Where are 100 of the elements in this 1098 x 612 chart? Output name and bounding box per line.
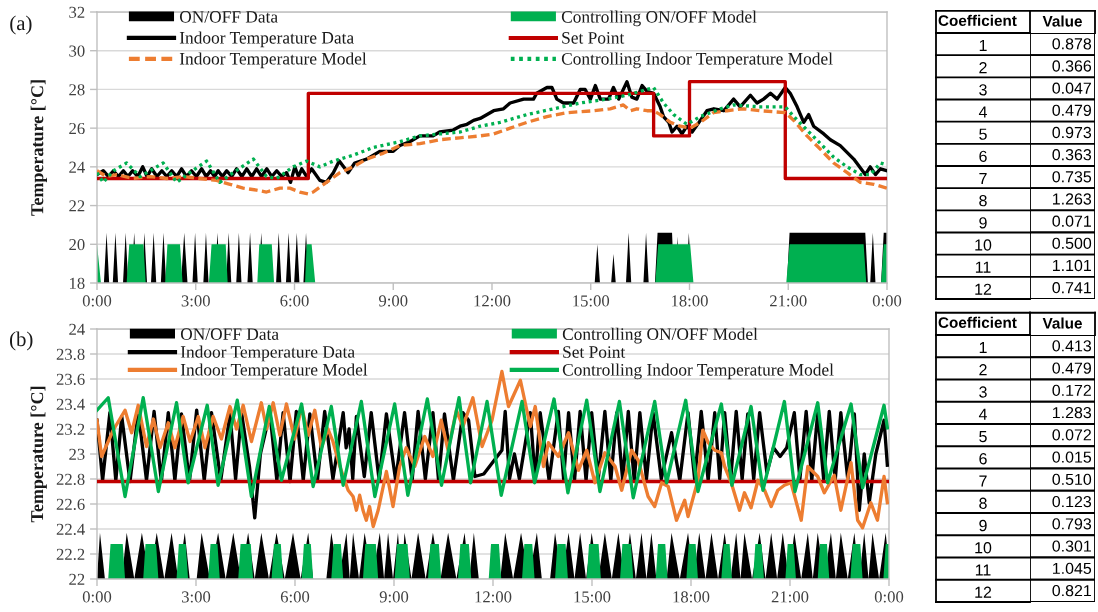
y-tick-label: 4 [978, 106, 987, 118]
y-tick-label: 22 [69, 573, 85, 585]
chart-title: (b) [10, 331, 33, 351]
legend-label: Indoor Temperature Data [179, 31, 354, 48]
legend-label: Indoor Temperature Model [179, 52, 367, 69]
y-tick-label: 2 [979, 364, 987, 376]
x-tick-label: 12:00 [475, 591, 512, 603]
x-tick-label: 9:00 [378, 295, 408, 307]
x-tick-label: 3:00 [181, 591, 211, 603]
line-series [97, 103, 887, 196]
data-label: 0.741 [1052, 282, 1091, 294]
x-tick-label: Value [1042, 317, 1082, 329]
legend-label: Indoor Temperature Data [180, 345, 355, 362]
y-tick-label: 12 [975, 283, 992, 295]
x-tick-label: 18:00 [673, 591, 710, 603]
data-label: 0.072 [1052, 429, 1091, 441]
y-axis-title: Coefficient [938, 316, 1017, 328]
data-label: 0.510 [1052, 473, 1092, 486]
x-tick-label: 0:00 [82, 591, 112, 603]
y-tick-label: 7 [979, 172, 987, 184]
y-tick-label: 8 [979, 497, 987, 509]
x-tick-label: 6:00 [280, 295, 309, 307]
x-tick-label: 0:00 [874, 591, 904, 603]
data-label: 0.735 [1052, 171, 1092, 183]
x-tick-label: 6:00 [280, 591, 310, 603]
y-tick-label: 1 [979, 39, 987, 51]
legend-label: Set Point [563, 346, 626, 358]
legend-label: Set Point [562, 32, 625, 44]
y-tick-label: 8 [979, 194, 987, 207]
legend-label: Controlling ON/OFF Model [561, 10, 757, 27]
data-label: 0.479 [1052, 362, 1091, 374]
data-label: 0.366 [1052, 60, 1092, 72]
x-tick-label: Value [1042, 15, 1082, 27]
x-tick-label: 15:00 [573, 295, 610, 307]
y-tick-label: 7 [979, 475, 987, 487]
y-tick-label: 10 [975, 239, 992, 251]
legend-label: ON/OFF Data [179, 11, 278, 23]
x-tick-label: 21:00 [770, 295, 807, 307]
y-tick-label: 11 [975, 564, 991, 576]
y-tick-label: 9 [979, 217, 987, 229]
y-tick-label: 6 [979, 453, 987, 465]
x-tick-label: 18:00 [671, 295, 708, 307]
y-tick-label: 3 [979, 386, 987, 398]
data-label: 1.045 [1053, 562, 1092, 575]
y-tick-label: 22.8 [56, 473, 85, 486]
y-tick-label: 10 [975, 542, 992, 554]
y-tick-label: 23.4 [56, 398, 85, 411]
y-tick-label: 5 [979, 128, 987, 140]
y-tick-label: 3 [979, 84, 987, 96]
data-label: 0.172 [1052, 384, 1091, 397]
y-tick-label: 1 [979, 342, 987, 354]
x-tick-label: 15:00 [574, 591, 611, 603]
legend-label: Indoor Temperature Model [180, 363, 368, 380]
y-tick-label: 6 [979, 150, 987, 162]
y-tick-label: 23.8 [56, 348, 85, 361]
data-label: 0.047 [1052, 82, 1091, 94]
x-tick-label: 21:00 [771, 591, 809, 603]
y-tick-label: 4 [978, 408, 987, 420]
chart-title: (a) [10, 15, 32, 35]
y-tick-label: 23.6 [56, 373, 85, 386]
data-label: 0.973 [1052, 126, 1092, 139]
y-axis-title: Temperature [°C] [30, 386, 47, 523]
x-tick-label: 0:00 [872, 295, 902, 307]
y-tick-label: 5 [979, 431, 987, 443]
y-tick-label: 22 [69, 200, 85, 212]
y-axis-title: Coefficient [938, 14, 1017, 27]
data-label: 0.500 [1052, 237, 1092, 249]
y-tick-label: 26 [69, 122, 85, 135]
data-label: 0.301 [1052, 540, 1091, 552]
y-tick-label: 23 [69, 448, 85, 460]
data-label: 0.878 [1052, 38, 1092, 50]
legend-label: Controlling Indoor Temperature Model [562, 363, 834, 380]
y-tick-label: 12 [975, 586, 992, 598]
legend-label: Controlling ON/OFF Model [562, 327, 758, 344]
data-label: 0.123 [1052, 495, 1092, 508]
y-tick-label: 11 [975, 261, 991, 273]
data-label: 0.479 [1052, 104, 1091, 116]
y-tick-label: 23.2 [56, 423, 85, 436]
y-tick-label: 2 [979, 61, 987, 74]
line-series [97, 396, 889, 500]
y-tick-label: 30 [69, 45, 85, 57]
y-tick-label: 9 [979, 519, 987, 532]
y-tick-label: 22.4 [56, 523, 85, 536]
data-label: 0.413 [1052, 340, 1092, 352]
y-tick-label: 20 [69, 238, 85, 251]
data-label: 0.363 [1052, 149, 1092, 161]
y-tick-label: 28 [69, 84, 85, 96]
x-tick-label: 0:00 [82, 295, 112, 307]
y-tick-label: 24 [69, 323, 85, 335]
y-axis-title: Temperature [°C] [30, 80, 47, 216]
data-label: 1.263 [1053, 193, 1092, 205]
data-label: 0.015 [1052, 451, 1092, 463]
y-tick-label: 22.6 [56, 498, 85, 511]
data-label: 0.071 [1052, 215, 1091, 227]
data-label: 1.283 [1053, 406, 1092, 419]
data-label: 0.793 [1052, 518, 1092, 530]
x-tick-label: 12:00 [474, 295, 511, 307]
y-tick-label: 24 [69, 161, 85, 173]
data-label: 0.821 [1052, 584, 1091, 597]
x-tick-label: 9:00 [379, 591, 409, 603]
